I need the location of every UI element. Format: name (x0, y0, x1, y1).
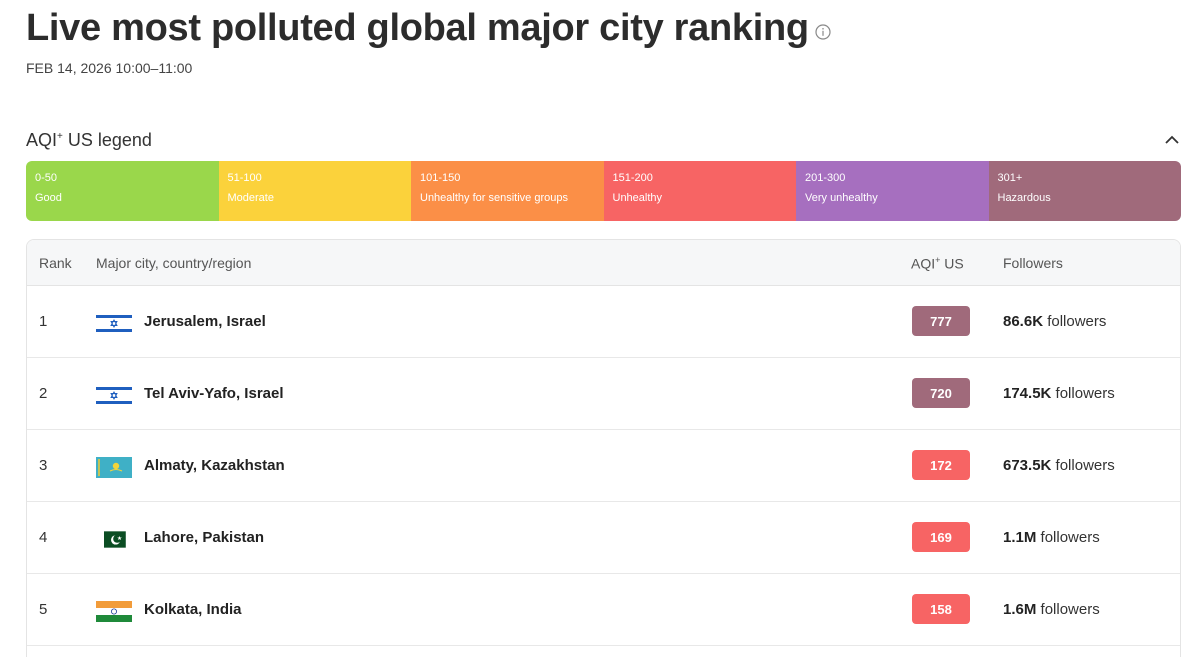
city-name[interactable]: Tel Aviv-Yafo, Israel (144, 385, 284, 402)
israel-flag-icon (96, 385, 132, 406)
table-row[interactable]: 4 Lahore, Pakistan 169 1.1M followers (27, 502, 1180, 574)
header-city: Major city, country/region (96, 255, 252, 271)
legend-segment-moderate: 51-100 Moderate (218, 161, 411, 221)
followers-count: 86.6K followers (1003, 313, 1107, 330)
aqi-legend-bar: 0-50 Good 51-100 Moderate 101-150 Unheal… (26, 161, 1181, 221)
header-followers: Followers (1003, 255, 1063, 271)
aqi-badge: 172 (912, 450, 970, 480)
followers-count: 1.6M followers (1003, 601, 1100, 618)
legend-segment-good: 0-50 Good (26, 161, 219, 221)
aqi-badge: 720 (912, 378, 970, 408)
city-name[interactable]: Kolkata, India (144, 601, 242, 618)
rank-value: 5 (39, 601, 48, 618)
table-row[interactable]: 3 Almaty, Kazakhstan 172 673.5K follower… (27, 430, 1180, 502)
header-rank: Rank (39, 255, 72, 271)
india-flag-icon (96, 601, 132, 622)
legend-header[interactable]: AQI+ US legend (26, 128, 1181, 152)
legend-title: AQI+ US legend (26, 129, 152, 150)
kazakhstan-flag-icon (96, 457, 132, 478)
aqi-badge: 169 (912, 522, 970, 552)
table-header: Rank Major city, country/region AQI+ US … (27, 240, 1180, 286)
table-row[interactable]: 2 Tel Aviv-Yafo, Israel 720 174.5K follo… (27, 358, 1180, 430)
ranking-date: FEB 14, 2026 10:00–11:00 (26, 60, 193, 76)
table-row[interactable]: 1 Jerusalem, Israel 777 86.6K followers (27, 286, 1180, 358)
pakistan-flag-icon (104, 531, 126, 548)
city-name[interactable]: Lahore, Pakistan (144, 529, 265, 546)
aqi-badge: 777 (912, 306, 970, 336)
rank-value: 1 (39, 313, 48, 330)
rank-value: 3 (39, 457, 48, 474)
chevron-up-icon[interactable] (1163, 131, 1181, 149)
city-name[interactable]: Jerusalem, Israel (144, 313, 266, 330)
legend-segment-unhealthy: 151-200 Unhealthy (603, 161, 796, 221)
legend-range: 0-50 (35, 172, 58, 184)
aqi-badge: 158 (912, 594, 970, 624)
followers-count: 1.1M followers (1003, 529, 1100, 546)
legend-label: Unhealthy (612, 192, 663, 204)
info-icon[interactable] (815, 24, 831, 40)
legend-range: 101-150 (420, 172, 461, 184)
page-header: Live most polluted global major city ran… (26, 6, 831, 50)
table-row[interactable]: 5 Kolkata, India 158 1.6M followers (27, 574, 1180, 646)
legend-label: Moderate (227, 192, 274, 204)
legend-range: 51-100 (227, 172, 262, 184)
legend-range: 151-200 (612, 172, 653, 184)
legend-range: 201-300 (805, 172, 846, 184)
ranking-table: Rank Major city, country/region AQI+ US … (26, 239, 1181, 657)
page-title: Live most polluted global major city ran… (26, 7, 809, 49)
legend-range: 301+ (997, 172, 1023, 184)
followers-count: 174.5K followers (1003, 385, 1115, 402)
legend-label: Very unhealthy (805, 192, 878, 204)
header-aqi: AQI+ US (911, 255, 964, 272)
legend-label: Good (35, 192, 62, 204)
city-name[interactable]: Almaty, Kazakhstan (144, 457, 285, 474)
israel-flag-icon (96, 313, 132, 334)
legend-segment-very-unhealthy: 201-300 Very unhealthy (796, 161, 989, 221)
legend-segment-hazardous: 301+ Hazardous (988, 161, 1181, 221)
rank-value: 4 (39, 529, 48, 546)
legend-label: Hazardous (997, 192, 1051, 204)
legend-label: Unhealthy for sensitive groups (420, 192, 568, 204)
followers-count: 673.5K followers (1003, 457, 1115, 474)
legend-segment-sensitive: 101-150 Unhealthy for sensitive groups (411, 161, 604, 221)
rank-value: 2 (39, 385, 48, 402)
